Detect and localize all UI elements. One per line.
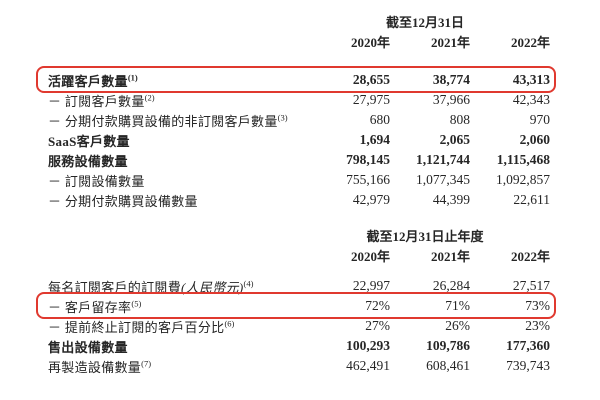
value-2021: 1,077,345 <box>416 172 470 187</box>
table-row-saas-customers: SaaS客戶數量 1,694 2,065 2,060 <box>36 130 556 150</box>
row-label: 服務設備數量 <box>48 153 128 169</box>
table1-year-headers: 2020年 2021年 2022年 <box>300 33 550 53</box>
footnote-marker: (4) <box>243 278 254 289</box>
value-2021: 109,786 <box>426 338 470 353</box>
value-2022: 1,115,468 <box>496 152 550 167</box>
footnote-marker: (3) <box>277 112 288 123</box>
metrics-table-year-ended-dec31: 截至12月31日止年度 2020年 2021年 2022年 每名訂閱客戶的訂閱費… <box>36 224 556 376</box>
table-row-early-termination-percentage: － 提前終止訂閱的客戶百分比(6) 27% 26% 23% <box>36 316 556 336</box>
table2-header-group: 截至12月31日止年度 2020年 2021年 2022年 <box>300 224 550 267</box>
value-2020: 28,655 <box>352 72 390 87</box>
value-2020: 680 <box>369 112 390 127</box>
value-2021: 44,399 <box>432 192 470 207</box>
footnote-marker: (1) <box>127 72 138 83</box>
year-header-2020: 2020年 <box>350 35 390 50</box>
table2-rows: 每名訂閱客戶的訂閱費(人民幣元)(4) 22,997 26,284 27,517… <box>36 276 556 376</box>
value-2020: 755,166 <box>346 172 390 187</box>
row-label: － 訂閱客戶數量(2) <box>48 92 155 109</box>
row-label: 再製造設備數量(7) <box>48 358 152 375</box>
value-2022: 43,313 <box>512 72 550 87</box>
table-row-subscription-customers: － 訂閱客戶數量(2) 27,975 37,966 42,343 <box>36 90 556 110</box>
value-2020: 1,694 <box>359 132 390 147</box>
value-2020: 100,293 <box>346 338 390 353</box>
footnote-marker: (7) <box>141 358 152 369</box>
value-2020: 22,997 <box>352 278 390 293</box>
value-2020: 462,491 <box>346 358 390 373</box>
value-2020: 72% <box>365 298 390 313</box>
value-2022: 27,517 <box>512 278 550 293</box>
footnote-marker: (5) <box>131 298 142 309</box>
row-label: SaaS客戶數量 <box>48 133 130 149</box>
footnote-marker: (6) <box>224 318 235 329</box>
value-2021: 38,774 <box>432 72 470 87</box>
value-2020: 27% <box>365 318 390 333</box>
value-2021: 26,284 <box>432 278 470 293</box>
table1-header-group: 截至12月31日 2020年 2021年 2022年 <box>300 10 550 53</box>
table1-period-header: 截至12月31日 <box>385 15 464 30</box>
table-row-customer-retention-rate: － 客戶留存率(5) 72% 71% 73% <box>36 292 556 319</box>
row-label: 活躍客戶數量(1) <box>48 72 138 89</box>
value-2021: 608,461 <box>426 358 470 373</box>
table-row-subscription-devices: － 訂閱設備數量 755,166 1,077,345 1,092,857 <box>36 170 556 190</box>
year-header-2021: 2021年 <box>430 249 470 264</box>
table2-year-headers: 2020年 2021年 2022年 <box>300 247 550 267</box>
value-2021: 71% <box>445 298 470 313</box>
value-2022: 739,743 <box>506 358 550 373</box>
value-2021: 808 <box>449 112 470 127</box>
value-2020: 27,975 <box>352 92 390 107</box>
value-2022: 177,360 <box>506 338 550 353</box>
year-header-2022: 2022年 <box>510 35 550 50</box>
year-header-2020: 2020年 <box>350 249 390 264</box>
row-label: － 客戶留存率(5) <box>48 298 142 315</box>
table1-rows: 活躍客戶數量(1) 28,655 38,774 43,313 － 訂閱客戶數量(… <box>36 66 556 210</box>
table-row-installment-devices: － 分期付款購買設備數量 42,979 44,399 22,611 <box>36 190 556 210</box>
value-2022: 1,092,857 <box>496 172 550 187</box>
row-label: － 訂閱設備數量 <box>48 173 145 189</box>
year-header-2021: 2021年 <box>430 35 470 50</box>
table-row-devices-sold: 售出設備數量 100,293 109,786 177,360 <box>36 336 556 356</box>
table1-header: 截至12月31日 2020年 2021年 2022年 <box>36 10 556 53</box>
table2-header: 截至12月31日止年度 2020年 2021年 2022年 <box>36 224 556 267</box>
value-2022: 970 <box>529 112 550 127</box>
table-row-subscription-fee-per-customer: 每名訂閱客戶的訂閱費(人民幣元)(4) 22,997 26,284 27,517 <box>36 276 556 296</box>
value-2022: 23% <box>525 318 550 333</box>
value-2022: 73% <box>525 298 550 313</box>
table-row-installment-nonsubscription-customers: － 分期付款購買設備的非訂閱客戶數量(3) 680 808 970 <box>36 110 556 130</box>
table-row-remanufactured-devices: 再製造設備數量(7) 462,491 608,461 739,743 <box>36 356 556 376</box>
row-label: 每名訂閱客戶的訂閱費(人民幣元)(4) <box>48 278 254 295</box>
footnote-marker: (2) <box>144 92 155 103</box>
value-2022: 42,343 <box>512 92 550 107</box>
table-row-active-customers: 活躍客戶數量(1) 28,655 38,774 43,313 <box>36 66 556 93</box>
value-2020: 798,145 <box>346 152 390 167</box>
table-row-devices-in-service: 服務設備數量 798,145 1,121,744 1,115,468 <box>36 150 556 170</box>
table2-period-header: 截至12月31日止年度 <box>366 229 484 244</box>
row-label: 售出設備數量 <box>48 339 128 355</box>
value-2022: 22,611 <box>513 192 550 207</box>
value-2020: 42,979 <box>352 192 390 207</box>
year-header-2022: 2022年 <box>510 249 550 264</box>
value-2021: 2,065 <box>439 132 470 147</box>
row-label: － 提前終止訂閱的客戶百分比(6) <box>48 318 235 335</box>
value-2021: 37,966 <box>432 92 470 107</box>
value-2021: 1,121,744 <box>416 152 470 167</box>
row-label: － 分期付款購買設備數量 <box>48 193 198 209</box>
row-label: － 分期付款購買設備的非訂閱客戶數量(3) <box>48 112 288 129</box>
value-2022: 2,060 <box>519 132 550 147</box>
metrics-table-as-of-dec31: 截至12月31日 2020年 2021年 2022年 活躍客戶數量(1) 28,… <box>36 10 556 210</box>
row-label-currency: (人民幣元) <box>181 279 244 295</box>
value-2021: 26% <box>445 318 470 333</box>
